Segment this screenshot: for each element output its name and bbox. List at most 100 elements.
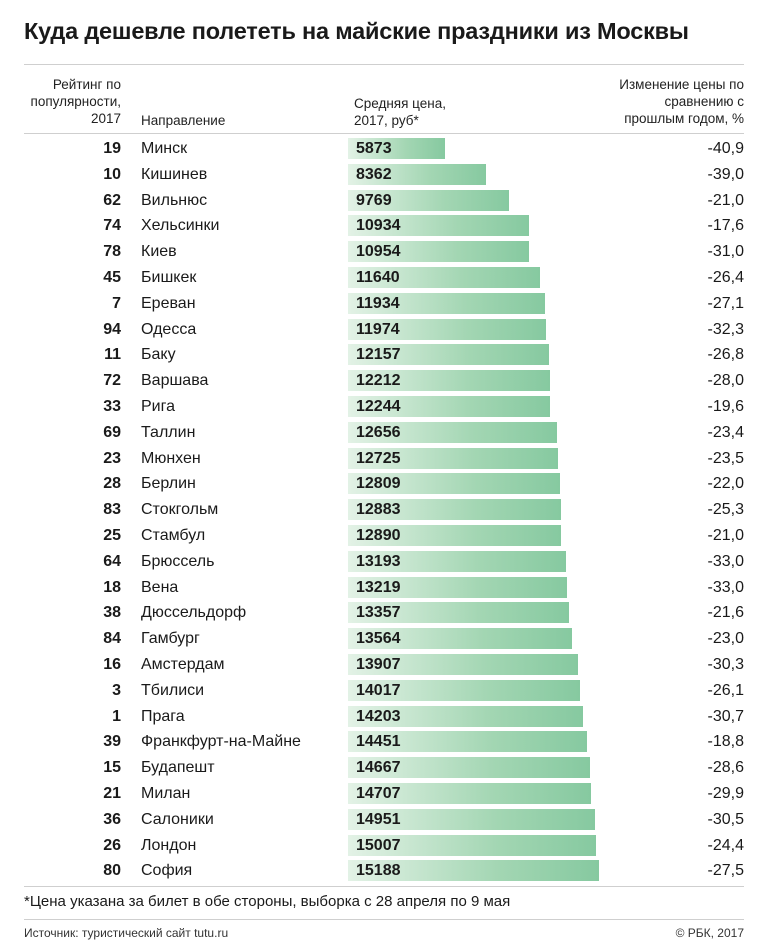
chart-title: Куда дешевле полететь на майские праздни… [24, 18, 689, 44]
price-bar [348, 138, 446, 159]
destination-label: Берлин [141, 475, 196, 493]
price-label: 14203 [356, 707, 401, 725]
price-bar [348, 473, 560, 495]
table-row: 78 Киев 10954 -31,0 [0, 239, 768, 265]
table-row: 28 Берлин 12809 -22,0 [0, 471, 768, 497]
destination-label: Вена [141, 578, 179, 596]
rank-value: 83 [103, 501, 121, 519]
footnote: *Цена указана за билет в обе стороны, вы… [24, 893, 511, 910]
price-bar [348, 860, 599, 882]
price-bar [348, 447, 559, 469]
change-value: -39,0 [707, 165, 744, 183]
destination-label: Милан [141, 785, 191, 802]
price-bar [348, 731, 587, 753]
price-label: 14667 [356, 759, 401, 777]
price-label: 12725 [356, 449, 401, 467]
destination-label: Мюнхен [141, 449, 201, 467]
table-row: 83 Стокгольм 12883 -25,3 [0, 497, 768, 523]
change-value: -31,0 [707, 243, 744, 261]
price-label: 13907 [356, 656, 401, 673]
footer-rule [24, 919, 744, 920]
destination-label: Прага [141, 707, 185, 725]
price-bar [348, 241, 529, 263]
price-bar [348, 602, 569, 624]
price-bar [348, 215, 529, 237]
table-row: 11 Баку 12157 -26,8 [0, 342, 768, 368]
table-row: 21 Милан 14707 -29,9 [0, 781, 768, 807]
price-label: 15007 [356, 836, 401, 854]
destination-label: Баку [141, 346, 176, 364]
rank-value: 18 [103, 578, 121, 596]
price-bar [348, 679, 580, 701]
price-label: 14951 [356, 810, 401, 828]
table-row: 10 Кишинев 8362 -39,0 [0, 162, 768, 188]
destination-label: Тбилиси [141, 681, 205, 699]
price-label: 14451 [356, 733, 401, 751]
rank-value: 7 [112, 294, 121, 312]
change-value: -28,6 [707, 759, 744, 777]
change-value: -23,4 [707, 423, 744, 441]
price-bar [348, 163, 487, 185]
destination-label: Амстердам [141, 656, 225, 673]
price-bar [348, 344, 549, 366]
price-bar [348, 370, 550, 392]
table-row: 15 Будапешт 14667 -28,6 [0, 755, 768, 781]
price-bar [348, 834, 596, 856]
rank-value: 33 [103, 398, 121, 415]
table-row: 18 Вена 13219 -33,0 [0, 575, 768, 601]
change-value: -21,6 [707, 604, 744, 622]
rank-value: 21 [103, 785, 121, 802]
header-change: Изменение цены по сравнению с прошлым го… [619, 77, 744, 126]
rank-value: 45 [103, 269, 121, 286]
table-row: 7 Ереван 11934 -27,1 [0, 291, 768, 317]
change-value: -24,4 [707, 836, 744, 854]
price-bar [348, 783, 592, 804]
destination-label: Стокгольм [141, 501, 219, 519]
destination-label: Бишкек [141, 269, 197, 286]
table-row: 39 Франкфурт-на-Майне 14451 -18,8 [0, 729, 768, 755]
bottom-rule [24, 886, 744, 887]
table-row: 84 Гамбург 13564 -23,0 [0, 626, 768, 652]
price-label: 10954 [356, 243, 401, 261]
destination-label: Салоники [141, 810, 214, 828]
change-value: -22,0 [707, 475, 744, 493]
change-value: -28,0 [707, 372, 744, 390]
change-value: -26,1 [707, 681, 744, 699]
change-value: -17,6 [707, 217, 744, 235]
table-row: 69 Таллин 12656 -23,4 [0, 420, 768, 446]
destination-label: Хельсинки [141, 217, 220, 235]
rank-value: 36 [103, 810, 121, 828]
price-label: 9769 [356, 191, 392, 209]
table-row: 1 Прага 14203 -30,7 [0, 704, 768, 730]
price-label: 12157 [356, 346, 401, 364]
rank-value: 84 [103, 630, 121, 648]
change-value: -23,5 [707, 449, 744, 467]
rank-value: 3 [112, 681, 121, 699]
destination-label: Франкфурт-на-Майне [141, 733, 301, 751]
change-value: -27,1 [707, 294, 744, 312]
rank-value: 69 [103, 423, 121, 441]
change-value: -23,0 [707, 630, 744, 648]
destination-label: Киев [141, 243, 177, 261]
price-label: 14017 [356, 681, 401, 699]
header-rule [24, 133, 744, 134]
price-bar [348, 628, 573, 650]
price-label: 15188 [356, 862, 401, 880]
table-row: 64 Брюссель 13193 -33,0 [0, 549, 768, 575]
price-label: 13193 [356, 552, 401, 570]
change-value: -33,0 [707, 552, 744, 570]
price-bar [348, 550, 566, 572]
change-value: -26,4 [707, 269, 744, 286]
price-bar [348, 705, 583, 727]
table-row: 33 Рига 12244 -19,6 [0, 394, 768, 420]
destination-label: Дюссельдорф [141, 604, 247, 622]
rank-value: 23 [103, 449, 121, 467]
destination-label: Одесса [141, 320, 197, 338]
destination-label: Ереван [141, 294, 196, 312]
rank-value: 28 [103, 475, 121, 493]
table-row: 94 Одесса 11974 -32,3 [0, 317, 768, 343]
change-value: -25,3 [707, 501, 744, 519]
change-value: -21,0 [707, 191, 744, 209]
price-label: 11640 [356, 269, 400, 286]
destination-label: Кишинев [141, 165, 208, 183]
